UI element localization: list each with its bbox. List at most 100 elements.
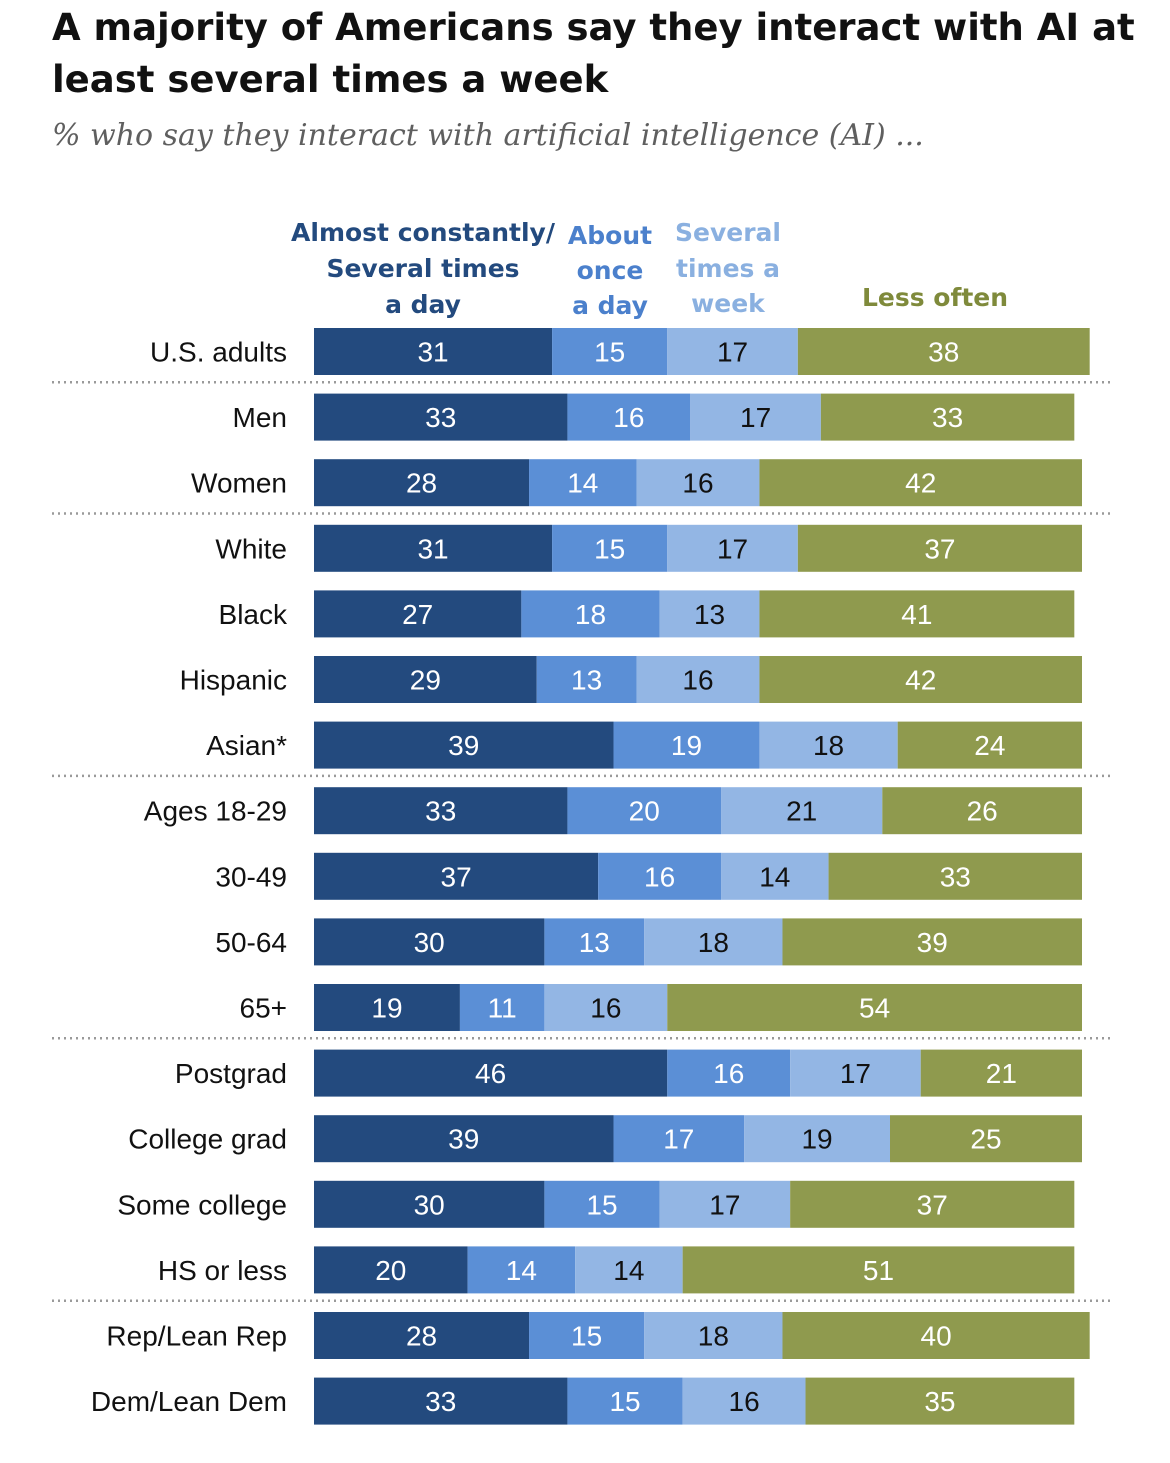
bar-segment-weekly bbox=[659, 1180, 791, 1228]
legend-entry-0-line-2: a day bbox=[385, 290, 461, 319]
bar-segment-weekly bbox=[721, 787, 883, 835]
bar-segment-less bbox=[897, 721, 1082, 769]
data-label: 17 bbox=[709, 1189, 740, 1220]
bar-segment-constant bbox=[314, 1049, 668, 1097]
data-label: 42 bbox=[905, 665, 936, 696]
data-label: 13 bbox=[571, 665, 602, 696]
bar-segment-weekly bbox=[721, 852, 829, 900]
data-label: 19 bbox=[671, 730, 702, 761]
bar-segment-less bbox=[890, 1115, 1082, 1163]
bar-segment-less bbox=[782, 1312, 1090, 1359]
data-label: 17 bbox=[663, 1124, 694, 1155]
data-label: 15 bbox=[594, 337, 625, 368]
bar-segment-constant bbox=[314, 721, 614, 769]
bar-segment-constant bbox=[314, 918, 545, 966]
data-label: 27 bbox=[402, 599, 433, 630]
data-label: 20 bbox=[629, 796, 660, 827]
data-label: 20 bbox=[375, 1255, 406, 1286]
data-label: 16 bbox=[682, 665, 713, 696]
category-label: College grad bbox=[128, 1124, 287, 1155]
data-label: 51 bbox=[863, 1255, 894, 1286]
data-label: 37 bbox=[441, 861, 472, 892]
category-label: 65+ bbox=[240, 993, 288, 1024]
bar-segment-less bbox=[682, 1246, 1075, 1294]
data-label: 33 bbox=[940, 861, 971, 892]
bar-segment-daily bbox=[544, 918, 645, 966]
data-label: 21 bbox=[986, 1058, 1017, 1089]
data-label: 19 bbox=[801, 1124, 832, 1155]
bar-segment-daily bbox=[544, 1180, 660, 1228]
category-label: Asian* bbox=[206, 730, 287, 761]
bar-segment-weekly bbox=[644, 1312, 783, 1359]
bar-segment-daily bbox=[567, 1377, 683, 1425]
bar-segment-constant bbox=[314, 459, 530, 507]
data-label: 18 bbox=[575, 599, 606, 630]
data-label: 35 bbox=[924, 1386, 955, 1417]
data-label: 15 bbox=[586, 1189, 617, 1220]
bar-segment-less bbox=[759, 656, 1082, 703]
data-label: 16 bbox=[613, 402, 644, 433]
data-label: 18 bbox=[698, 927, 729, 958]
legend-entry-0-line-1: Several times bbox=[326, 254, 519, 283]
bar-segment-less bbox=[820, 393, 1075, 441]
bar-segment-less bbox=[782, 918, 1082, 966]
bar-segment-weekly bbox=[644, 918, 783, 966]
bar-segment-daily bbox=[552, 524, 668, 572]
data-label: 16 bbox=[682, 468, 713, 499]
legend-entry-2-line-0: Several bbox=[675, 218, 781, 247]
legend-entry-2-line-2: week bbox=[691, 289, 766, 318]
category-label: Women bbox=[191, 468, 287, 499]
data-label: 15 bbox=[609, 1386, 640, 1417]
bar-segment-less bbox=[797, 328, 1090, 375]
bar-segment-daily bbox=[536, 656, 637, 703]
data-label: 54 bbox=[859, 993, 890, 1024]
data-label: 24 bbox=[974, 730, 1005, 761]
data-label: 15 bbox=[594, 533, 625, 564]
data-label: 29 bbox=[410, 665, 441, 696]
data-label: 37 bbox=[924, 533, 955, 564]
data-label: 14 bbox=[567, 468, 598, 499]
data-label: 17 bbox=[840, 1058, 871, 1089]
data-label: 30 bbox=[414, 1189, 445, 1220]
bar-segment-daily bbox=[613, 1115, 745, 1163]
bar-segment-daily bbox=[567, 787, 722, 835]
bar-segment-daily bbox=[521, 590, 660, 638]
data-label: 26 bbox=[967, 796, 998, 827]
bar-segment-daily bbox=[598, 852, 722, 900]
bar-segment-less bbox=[882, 787, 1082, 835]
category-label: 30-49 bbox=[215, 861, 287, 892]
data-label: 38 bbox=[928, 337, 959, 368]
data-label: 30 bbox=[414, 927, 445, 958]
category-label: Ages 18-29 bbox=[144, 796, 287, 827]
bar-segment-constant bbox=[314, 590, 522, 638]
bar-segment-constant bbox=[314, 787, 568, 835]
category-label: 50-64 bbox=[215, 927, 287, 958]
legend-entry-2-line-1: times a bbox=[676, 254, 780, 283]
bar-segment-daily bbox=[667, 1049, 791, 1097]
category-label: Some college bbox=[117, 1189, 287, 1220]
category-label: Black bbox=[219, 599, 288, 630]
bar-segment-weekly bbox=[667, 524, 798, 572]
bar-segment-constant bbox=[314, 656, 537, 703]
data-label: 21 bbox=[786, 796, 817, 827]
data-label: 33 bbox=[932, 402, 963, 433]
legend-entry-1-line-0: About bbox=[568, 221, 652, 250]
bar-segment-constant bbox=[314, 852, 599, 900]
data-label: 40 bbox=[921, 1321, 952, 1352]
bar-segment-weekly bbox=[544, 984, 668, 1031]
data-label: 14 bbox=[613, 1255, 644, 1286]
data-label: 37 bbox=[917, 1189, 948, 1220]
bar-segment-constant bbox=[314, 1180, 545, 1228]
bar-segment-less bbox=[920, 1049, 1082, 1097]
category-label: Dem/Lean Dem bbox=[91, 1386, 287, 1417]
legend-entry-3-line-0: Less often bbox=[862, 283, 1008, 312]
bar-segment-daily bbox=[467, 1246, 576, 1294]
bar-segment-daily bbox=[529, 1312, 645, 1359]
data-label: 39 bbox=[917, 927, 948, 958]
bar-segment-less bbox=[759, 459, 1082, 507]
data-label: 11 bbox=[488, 993, 517, 1024]
category-label: Postgrad bbox=[175, 1058, 287, 1089]
data-label: 17 bbox=[717, 533, 748, 564]
bar-segment-less bbox=[805, 1377, 1075, 1425]
